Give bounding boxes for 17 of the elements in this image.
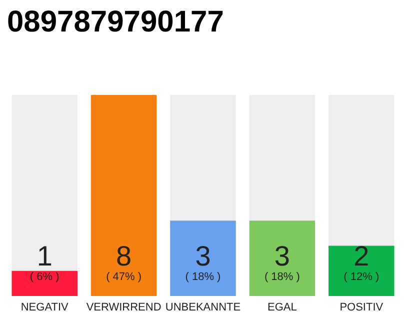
x-tick-label: VERWIRREND: [86, 302, 162, 314]
annotation: ( 12% ): [344, 271, 380, 283]
data-label: 1: [36, 240, 52, 272]
x-tick-label: POSITIV: [340, 302, 384, 314]
annotation: ( 18% ): [264, 271, 300, 283]
bar: [12, 270, 78, 296]
data-label: 8: [116, 240, 132, 272]
annotation: ( 6% ): [30, 271, 60, 283]
x-tick-label: NEGATIV: [20, 302, 69, 314]
x-tick-label: EGAL: [268, 302, 297, 314]
data-label: 3: [195, 240, 211, 272]
annotation: ( 47% ): [106, 271, 142, 283]
chart-title: 0897879790177: [7, 6, 224, 38]
data-label: 2: [354, 240, 370, 272]
data-label: 3: [274, 240, 290, 272]
annotation: ( 18% ): [185, 271, 221, 283]
x-tick-label: UNBEKANNTE: [165, 302, 241, 314]
